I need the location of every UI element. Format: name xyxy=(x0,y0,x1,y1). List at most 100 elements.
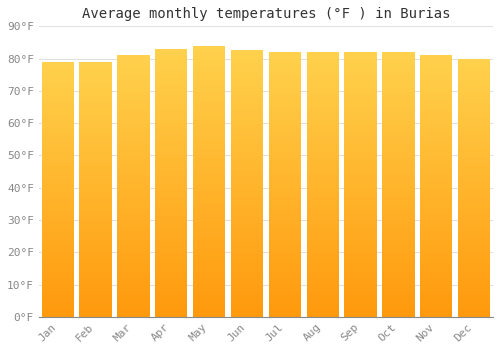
Bar xyxy=(458,238,490,239)
Bar xyxy=(458,259,490,260)
Bar xyxy=(118,153,150,155)
Bar xyxy=(80,75,112,76)
Bar xyxy=(155,149,188,151)
Bar xyxy=(382,309,414,310)
Bar xyxy=(155,243,188,244)
Bar xyxy=(193,229,225,230)
Bar xyxy=(420,304,452,305)
Bar xyxy=(458,273,490,274)
Bar xyxy=(306,89,339,91)
Bar xyxy=(420,132,452,134)
Bar xyxy=(344,151,376,153)
Bar xyxy=(80,198,112,200)
Bar xyxy=(118,91,150,92)
Bar xyxy=(306,91,339,92)
Bar xyxy=(231,205,263,206)
Bar xyxy=(306,83,339,84)
Bar xyxy=(118,198,150,199)
Bar xyxy=(155,227,188,229)
Bar xyxy=(193,172,225,173)
Bar xyxy=(80,109,112,110)
Bar xyxy=(118,202,150,203)
Bar xyxy=(42,289,74,290)
Bar xyxy=(458,247,490,248)
Bar xyxy=(155,147,188,148)
Bar xyxy=(269,231,301,232)
Bar xyxy=(344,300,376,301)
Bar xyxy=(269,249,301,251)
Bar xyxy=(118,274,150,275)
Bar xyxy=(344,155,376,157)
Bar xyxy=(458,152,490,153)
Bar xyxy=(193,157,225,158)
Bar xyxy=(344,196,376,198)
Bar xyxy=(231,308,263,309)
Bar xyxy=(231,258,263,260)
Bar xyxy=(155,211,188,212)
Bar xyxy=(155,152,188,153)
Bar xyxy=(420,281,452,283)
Bar xyxy=(80,296,112,298)
Bar xyxy=(269,186,301,187)
Bar xyxy=(193,78,225,79)
Bar xyxy=(155,242,188,243)
Bar xyxy=(382,276,414,277)
Bar xyxy=(42,69,74,71)
Bar xyxy=(420,103,452,104)
Bar xyxy=(42,223,74,224)
Bar xyxy=(382,188,414,190)
Bar xyxy=(80,313,112,314)
Bar xyxy=(155,94,188,96)
Bar xyxy=(382,169,414,170)
Bar xyxy=(382,244,414,245)
Bar xyxy=(458,313,490,314)
Bar xyxy=(42,299,74,300)
Bar xyxy=(193,153,225,154)
Bar xyxy=(231,247,263,249)
Bar xyxy=(382,116,414,117)
Bar xyxy=(420,88,452,89)
Bar xyxy=(193,174,225,176)
Bar xyxy=(269,135,301,137)
Bar xyxy=(42,280,74,281)
Bar xyxy=(80,130,112,131)
Bar xyxy=(420,118,452,119)
Bar xyxy=(193,203,225,204)
Bar xyxy=(269,199,301,200)
Bar xyxy=(155,267,188,268)
Bar xyxy=(306,63,339,64)
Bar xyxy=(382,132,414,133)
Bar xyxy=(269,305,301,306)
Bar xyxy=(231,280,263,281)
Bar xyxy=(269,88,301,89)
Bar xyxy=(80,238,112,239)
Bar xyxy=(231,277,263,278)
Bar xyxy=(80,132,112,133)
Bar xyxy=(306,259,339,260)
Bar xyxy=(118,185,150,186)
Bar xyxy=(42,90,74,91)
Bar xyxy=(344,253,376,254)
Bar xyxy=(118,293,150,295)
Bar xyxy=(193,287,225,288)
Bar xyxy=(42,310,74,312)
Bar xyxy=(306,158,339,159)
Bar xyxy=(306,195,339,196)
Bar xyxy=(382,81,414,83)
Bar xyxy=(458,92,490,93)
Bar xyxy=(80,103,112,104)
Bar xyxy=(80,219,112,220)
Bar xyxy=(193,121,225,123)
Bar xyxy=(382,292,414,293)
Bar xyxy=(344,262,376,264)
Bar xyxy=(382,170,414,171)
Bar xyxy=(382,200,414,202)
Bar xyxy=(118,169,150,170)
Bar xyxy=(118,234,150,236)
Bar xyxy=(458,168,490,170)
Bar xyxy=(269,239,301,240)
Bar xyxy=(458,236,490,237)
Bar xyxy=(80,133,112,134)
Bar xyxy=(193,246,225,248)
Bar xyxy=(344,145,376,146)
